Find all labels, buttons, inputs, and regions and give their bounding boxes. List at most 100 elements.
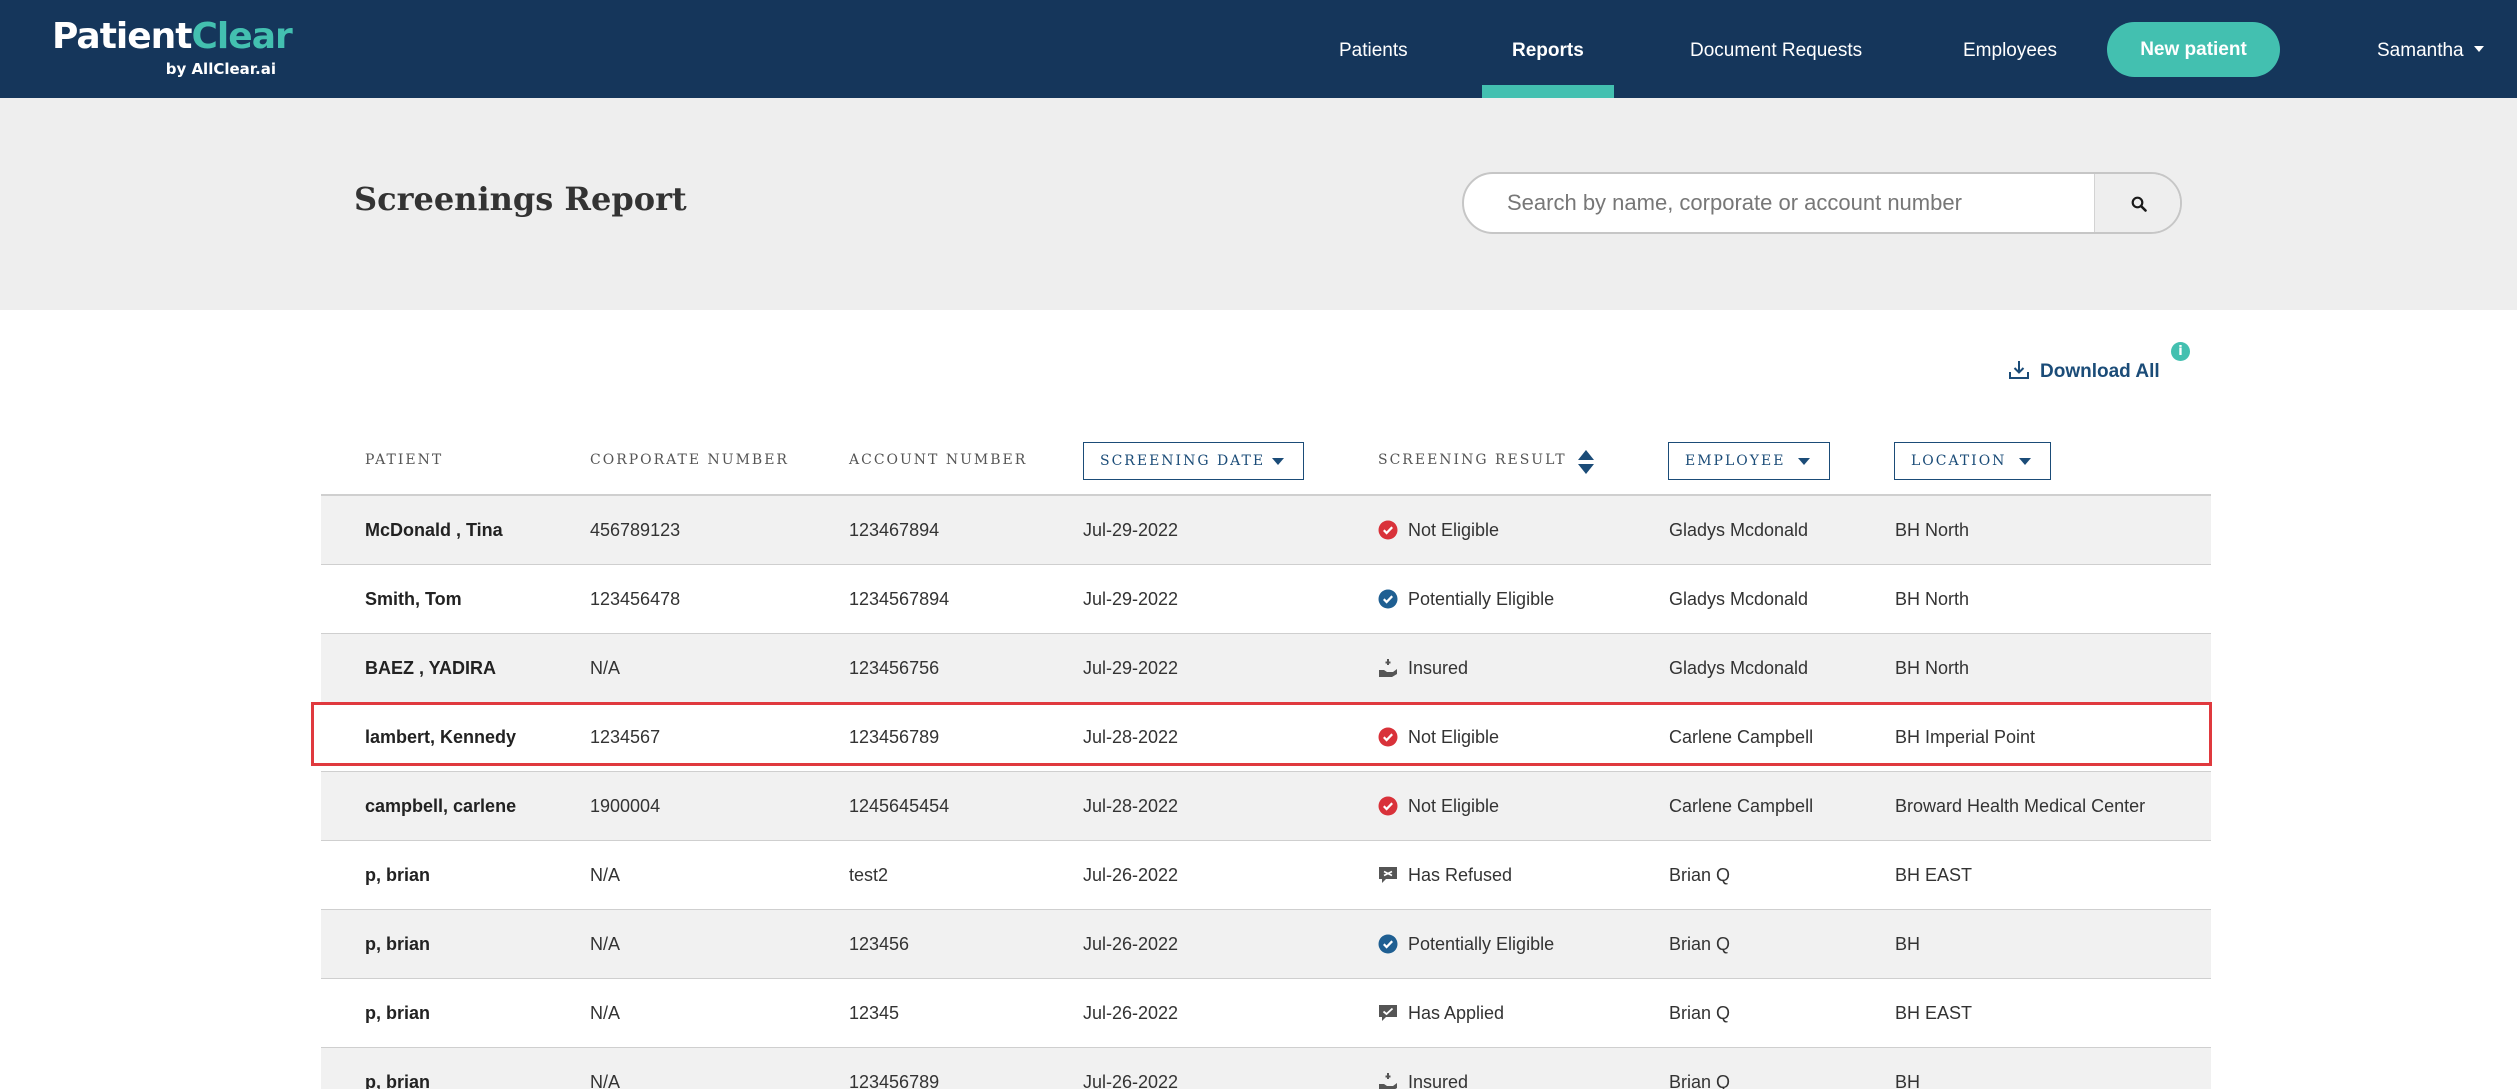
- screening-date-filter[interactable]: SCREENING DATE: [1083, 442, 1304, 480]
- caret-down-icon: [2019, 458, 2031, 465]
- table-row[interactable]: BAEZ , YADIRA N/A 123456756 Jul-29-2022 …: [321, 634, 2211, 703]
- patient-name[interactable]: p, brian: [365, 1003, 431, 1023]
- user-name: Samantha: [2377, 40, 2464, 61]
- search-box: [1462, 172, 2182, 234]
- corporate-number: N/A: [590, 1003, 621, 1023]
- column-header-patient: PATIENT: [365, 452, 444, 468]
- screening-result-text: Potentially Eligible: [1408, 934, 1555, 954]
- employee-name: Brian Q: [1669, 934, 1731, 954]
- top-nav-bar: PatientClear by AllClear.ai Patients Rep…: [0, 0, 2517, 98]
- screening-date: Jul-29-2022: [1083, 658, 1179, 678]
- table-row[interactable]: Smith, Tom 123456478 1234567894 Jul-29-2…: [321, 565, 2211, 634]
- table-row[interactable]: p, brian N/A 123456 Jul-26-2022 Potentia…: [321, 910, 2211, 979]
- corporate-number: 1900004: [590, 796, 661, 816]
- employee-filter[interactable]: EMPLOYEE: [1668, 442, 1830, 480]
- table-row[interactable]: lambert, Kennedy 1234567 123456789 Jul-2…: [321, 703, 2211, 772]
- screening-result-text: Insured: [1408, 658, 1469, 678]
- check-circle-icon: [1378, 589, 1398, 609]
- account-number: 123467894: [849, 520, 940, 540]
- screening-result-text: Not Eligible: [1408, 520, 1500, 540]
- account-number: 123456756: [849, 658, 940, 678]
- patient-name[interactable]: p, brian: [365, 865, 431, 885]
- screening-date: Jul-28-2022: [1083, 796, 1179, 816]
- patient-name[interactable]: Smith, Tom: [365, 589, 462, 609]
- corporate-number: N/A: [590, 934, 621, 954]
- location-filter[interactable]: LOCATION: [1894, 442, 2051, 480]
- logo-wordmark: PatientClear: [52, 16, 293, 57]
- location-name: BH North: [1895, 589, 1970, 609]
- nav-document-requests[interactable]: Document Requests: [1690, 40, 1863, 61]
- patient-name[interactable]: McDonald , Tina: [365, 520, 503, 540]
- location-name: BH North: [1895, 520, 1970, 540]
- table-row[interactable]: p, brian N/A 123456789 Jul-26-2022 Insur…: [321, 1048, 2211, 1089]
- corporate-number: 1234567: [590, 727, 661, 747]
- screening-result-text: Has Refused: [1408, 865, 1513, 885]
- account-number: 123456789: [849, 727, 940, 747]
- location-name: BH EAST: [1895, 865, 1973, 885]
- corporate-number: 123456478: [590, 589, 681, 609]
- refused-chat-icon: [1379, 867, 1397, 883]
- search-input[interactable]: [1464, 174, 2096, 232]
- logo-text-patient: Patient: [52, 16, 193, 57]
- sort-icon[interactable]: [1576, 448, 1596, 476]
- patient-name[interactable]: BAEZ , YADIRA: [365, 658, 497, 678]
- screening-date: Jul-28-2022: [1083, 727, 1179, 747]
- screening-date: Jul-26-2022: [1083, 865, 1179, 885]
- x-circle-icon: [1378, 727, 1398, 747]
- screening-date: Jul-26-2022: [1083, 1072, 1179, 1089]
- screening-date: Jul-26-2022: [1083, 934, 1179, 954]
- employee-name: Brian Q: [1669, 1072, 1731, 1089]
- corporate-number: N/A: [590, 658, 621, 678]
- chevron-down-icon: [2473, 46, 2484, 52]
- active-tab-indicator: [1482, 85, 1614, 98]
- nav-reports[interactable]: Reports: [1512, 40, 1584, 61]
- screening-result-text: Has Applied: [1408, 1003, 1505, 1023]
- download-all-label: Download All: [2040, 361, 2160, 382]
- table-row[interactable]: p, brian N/A 12345 Jul-26-2022 Has Appli…: [321, 979, 2211, 1048]
- location-name: BH EAST: [1895, 1003, 1973, 1023]
- screening-result-text: Potentially Eligible: [1408, 589, 1555, 609]
- screening-result-text: Insured: [1408, 1072, 1469, 1089]
- patientclear-logo[interactable]: PatientClear by AllClear.ai: [52, 16, 293, 82]
- user-menu[interactable]: Samantha: [2377, 0, 2484, 98]
- caret-down-icon: [1798, 458, 1810, 465]
- info-icon[interactable]: i: [2171, 342, 2190, 361]
- column-header-screening-result: SCREENING RESULT: [1378, 452, 1567, 468]
- applied-chat-icon: [1379, 1005, 1397, 1021]
- table-row[interactable]: campbell, carlene 1900004 1245645454 Jul…: [321, 772, 2211, 841]
- column-header-account-number: ACCOUNT NUMBER: [849, 452, 1028, 468]
- screening-date: Jul-29-2022: [1083, 589, 1179, 609]
- employee-name: Carlene Campbell: [1669, 727, 1814, 747]
- nav-patients[interactable]: Patients: [1339, 40, 1408, 61]
- check-circle-icon: [1378, 934, 1398, 954]
- account-number: test2: [849, 865, 889, 885]
- account-number: 123456: [849, 934, 910, 954]
- patient-name[interactable]: campbell, carlene: [365, 796, 517, 816]
- screening-date: Jul-29-2022: [1083, 520, 1179, 540]
- location-name: BH: [1895, 934, 1921, 954]
- table-row[interactable]: p, brian N/A test2 Jul-26-2022 Has Refus…: [321, 841, 2211, 910]
- page-header: Screenings Report: [0, 98, 2517, 310]
- new-patient-button[interactable]: New patient: [2107, 22, 2280, 77]
- download-icon: [2009, 361, 2029, 379]
- insured-hand-icon: [1379, 1073, 1397, 1089]
- employee-name: Gladys Mcdonald: [1669, 658, 1809, 678]
- corporate-number: N/A: [590, 865, 621, 885]
- column-header-employee: EMPLOYEE: [1685, 453, 1786, 469]
- x-circle-icon: [1378, 796, 1398, 816]
- nav-employees[interactable]: Employees: [1963, 40, 2057, 61]
- patient-name[interactable]: p, brian: [365, 1072, 431, 1089]
- employee-name: Gladys Mcdonald: [1669, 589, 1809, 609]
- page-title: Screenings Report: [354, 180, 687, 218]
- location-name: BH North: [1895, 658, 1970, 678]
- employee-name: Gladys Mcdonald: [1669, 520, 1809, 540]
- location-name: BH: [1895, 1072, 1921, 1089]
- table-row[interactable]: McDonald , Tina 456789123 123467894 Jul-…: [321, 496, 2211, 565]
- account-number: 1234567894: [849, 589, 950, 609]
- location-name: Broward Health Medical Center: [1895, 796, 2146, 816]
- x-circle-icon: [1378, 520, 1398, 540]
- screening-result-text: Not Eligible: [1408, 796, 1500, 816]
- patient-name[interactable]: p, brian: [365, 934, 431, 954]
- search-button[interactable]: [2094, 174, 2180, 232]
- patient-name[interactable]: lambert, Kennedy: [365, 727, 517, 747]
